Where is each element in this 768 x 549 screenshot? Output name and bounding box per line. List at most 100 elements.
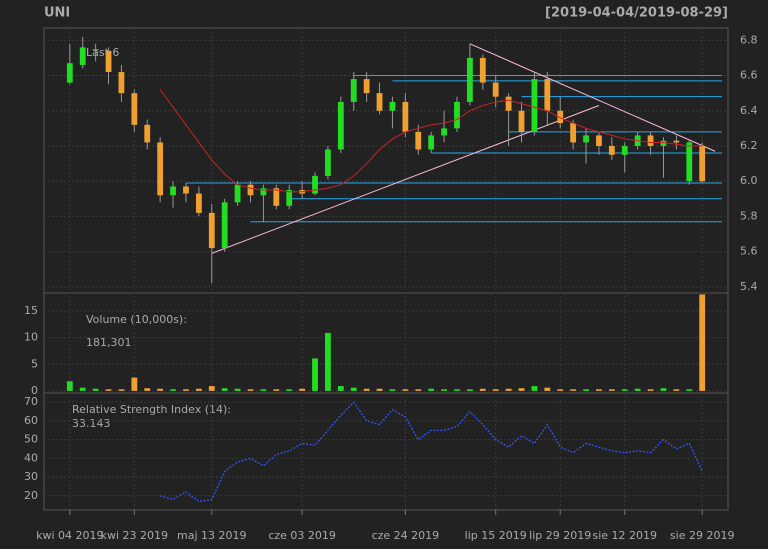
volume-bar: [299, 388, 306, 391]
candle-body: [325, 149, 331, 176]
candle-body: [441, 128, 447, 136]
y-tick-label: 20: [24, 489, 38, 502]
candle-body: [673, 140, 680, 143]
volume-bar: [686, 389, 693, 391]
volume-bar: [118, 389, 125, 391]
rsi-line: [159, 401, 703, 503]
volume-panel: [43, 292, 729, 394]
candle-body: [686, 142, 693, 182]
volume-bar: [544, 387, 551, 391]
y-tick-label: 6.6: [740, 69, 758, 82]
x-tick-label: lip 15 2019: [465, 529, 527, 542]
x-tick-label: cze 24 2019: [372, 529, 440, 542]
volume-bar: [621, 389, 628, 391]
date-range: [2019-04-04/2019-08-29]: [545, 6, 728, 21]
candle-body: [247, 184, 254, 196]
candle-body: [260, 188, 267, 196]
volume-bar: [66, 381, 73, 391]
x-tick-label: maj 13 2019: [177, 529, 247, 542]
volume-bar: [157, 388, 164, 391]
volume-bar: [570, 389, 577, 391]
candle-body: [66, 63, 73, 83]
y-tick-label: 5.6: [740, 245, 758, 258]
y-tick-label: 6.4: [740, 104, 758, 117]
volume-last: 181,301: [86, 336, 132, 349]
volume-bar: [79, 387, 86, 391]
candle-body: [647, 135, 654, 146]
candle-body: [466, 57, 473, 102]
volume-bar: [92, 388, 99, 391]
volume-bar: [673, 389, 680, 391]
candle-body: [195, 193, 202, 213]
candle-body: [92, 49, 99, 51]
candle-body: [131, 93, 138, 125]
rsi-panel: [43, 392, 729, 511]
last-label: Last 6: [86, 46, 119, 59]
volume-bar: [131, 377, 138, 391]
candle-body: [273, 188, 280, 206]
y-tick-label: 40: [24, 451, 38, 464]
candle-body: [518, 110, 525, 132]
candle-body: [389, 101, 396, 111]
volume-bar: [247, 389, 254, 391]
candle-body: [699, 145, 706, 182]
volume-bar: [273, 389, 280, 391]
rsi-last: 33.143: [72, 417, 111, 430]
volume-bar: [183, 389, 189, 391]
candle-body: [79, 47, 86, 65]
volume-bar: [221, 388, 228, 391]
y-tick-label: 0: [31, 384, 38, 397]
candle-body: [660, 140, 667, 146]
x-tick-label: sie 12 2019: [592, 529, 657, 542]
candle-body: [570, 123, 577, 143]
volume-bar: [454, 389, 460, 391]
candle-body: [183, 186, 189, 194]
rsi-label: Relative Strength Index (14):: [72, 403, 231, 416]
volume-bar: [557, 389, 564, 391]
candle-body: [415, 131, 422, 150]
y-tick-label: 5.4: [740, 280, 758, 293]
candle-body: [505, 96, 512, 111]
volume-bar: [647, 389, 654, 391]
candle-body: [337, 101, 344, 150]
x-tick-label: kwi 04 2019: [36, 529, 103, 542]
y-tick-label: 6.2: [740, 139, 758, 152]
candle-body: [402, 101, 409, 132]
volume-bar: [634, 388, 641, 391]
candle-body: [144, 124, 151, 143]
candle-body: [105, 50, 112, 73]
volume-bar: [208, 386, 215, 391]
volume-bar: [260, 389, 267, 391]
y-tick-label: 15: [24, 304, 38, 317]
x-tick-label: lip 29 2019: [529, 529, 591, 542]
volume-bar: [105, 389, 112, 391]
candle-body: [286, 189, 293, 206]
candle-body: [544, 79, 551, 111]
x-tick-label: cze 03 2019: [268, 529, 336, 542]
volume-bar: [286, 389, 293, 391]
candle-body: [621, 145, 628, 155]
y-tick-label: 50: [24, 433, 38, 446]
volume-bar: [234, 388, 241, 391]
x-tick-label: sie 29 2019: [670, 529, 735, 542]
volume-bar: [415, 389, 422, 391]
volume-bar: [660, 388, 667, 391]
candle-body: [492, 82, 499, 97]
volume-bar: [337, 386, 344, 391]
candle-body: [428, 135, 435, 150]
candle-body: [479, 57, 486, 83]
y-tick-label: 6.0: [740, 174, 758, 187]
volume-bar: [518, 388, 525, 391]
volume-bar: [531, 386, 538, 391]
volume-bar: [505, 388, 512, 391]
y-tick-label: 60: [24, 414, 38, 427]
candle-body: [118, 72, 125, 94]
volume-bar: [596, 389, 602, 391]
y-tick-label: 70: [24, 395, 38, 408]
volume-bar: [312, 358, 318, 391]
volume-bar: [144, 388, 151, 391]
volume-bar: [441, 389, 447, 391]
volume-bar: [389, 389, 396, 391]
candle-body: [583, 135, 589, 143]
price-panel: [43, 27, 729, 294]
